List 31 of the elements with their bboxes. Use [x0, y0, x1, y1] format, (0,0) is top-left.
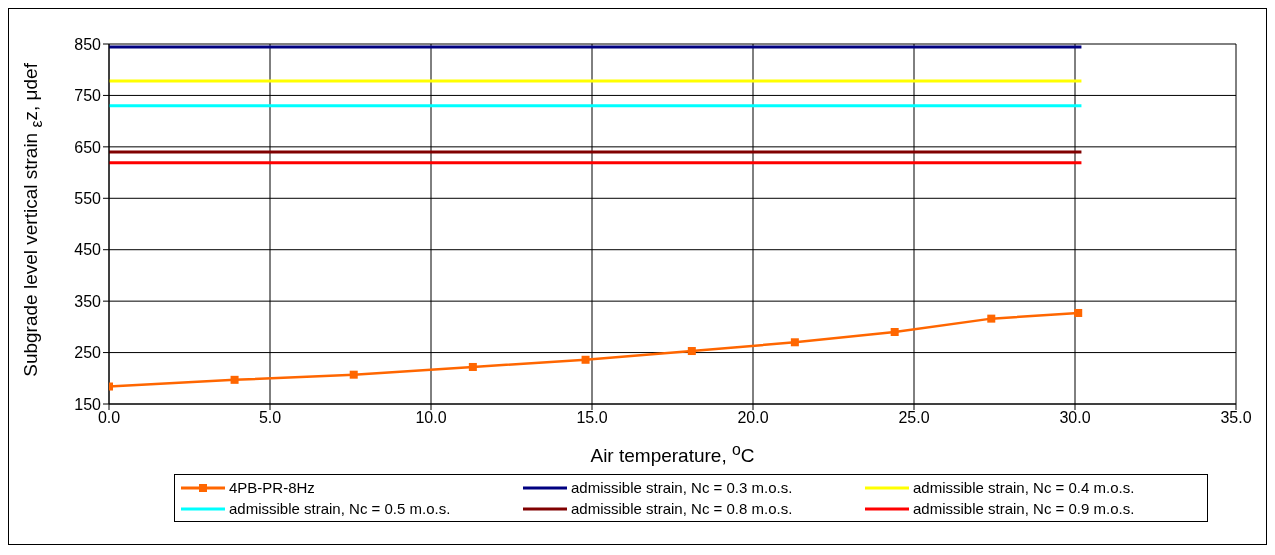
point — [987, 314, 996, 323]
x-tick-label: 10.0 — [415, 409, 447, 427]
y-tick-label: 650 — [74, 138, 102, 156]
legend-label: admissible strain, Nc = 0.9 m.o.s. — [913, 500, 1135, 517]
point — [349, 370, 358, 379]
point — [1074, 308, 1083, 317]
y-tick-label: 350 — [74, 292, 102, 310]
point — [230, 375, 239, 384]
x-tick-label: 0.0 — [97, 409, 121, 427]
point — [468, 362, 477, 371]
legend-label: admissible strain, Nc = 0.8 m.o.s. — [571, 500, 793, 517]
legend-label: admissible strain, Nc = 0.4 m.o.s. — [913, 479, 1135, 496]
point — [687, 347, 696, 356]
y-tick-label: 850 — [74, 35, 102, 53]
x-tick-label: 15.0 — [576, 409, 608, 427]
legend-label: admissible strain, Nc = 0.3 m.o.s. — [571, 479, 793, 496]
x-axis-title: Air temperature, $^{o}$C — [589, 441, 756, 468]
x-tick-label: 30.0 — [1059, 409, 1091, 427]
legend-label: 4PB-PR-8Hz — [229, 479, 315, 496]
point — [890, 328, 899, 336]
x-tick-label: 35.0 — [1220, 409, 1252, 427]
y-tick-label: 250 — [74, 344, 102, 362]
x-tick-label: 5.0 — [258, 409, 282, 427]
y-tick-label: 550 — [74, 189, 102, 207]
y-tick-label: 450 — [74, 241, 102, 259]
point — [790, 338, 799, 347]
legend-label: admissible strain, Nc = 0.5 m.o.s. — [229, 500, 451, 517]
x-tick-label: 25.0 — [898, 409, 930, 427]
y-tick-label: 750 — [74, 87, 102, 105]
point — [581, 355, 590, 364]
x-tick-label: 20.0 — [737, 409, 769, 427]
